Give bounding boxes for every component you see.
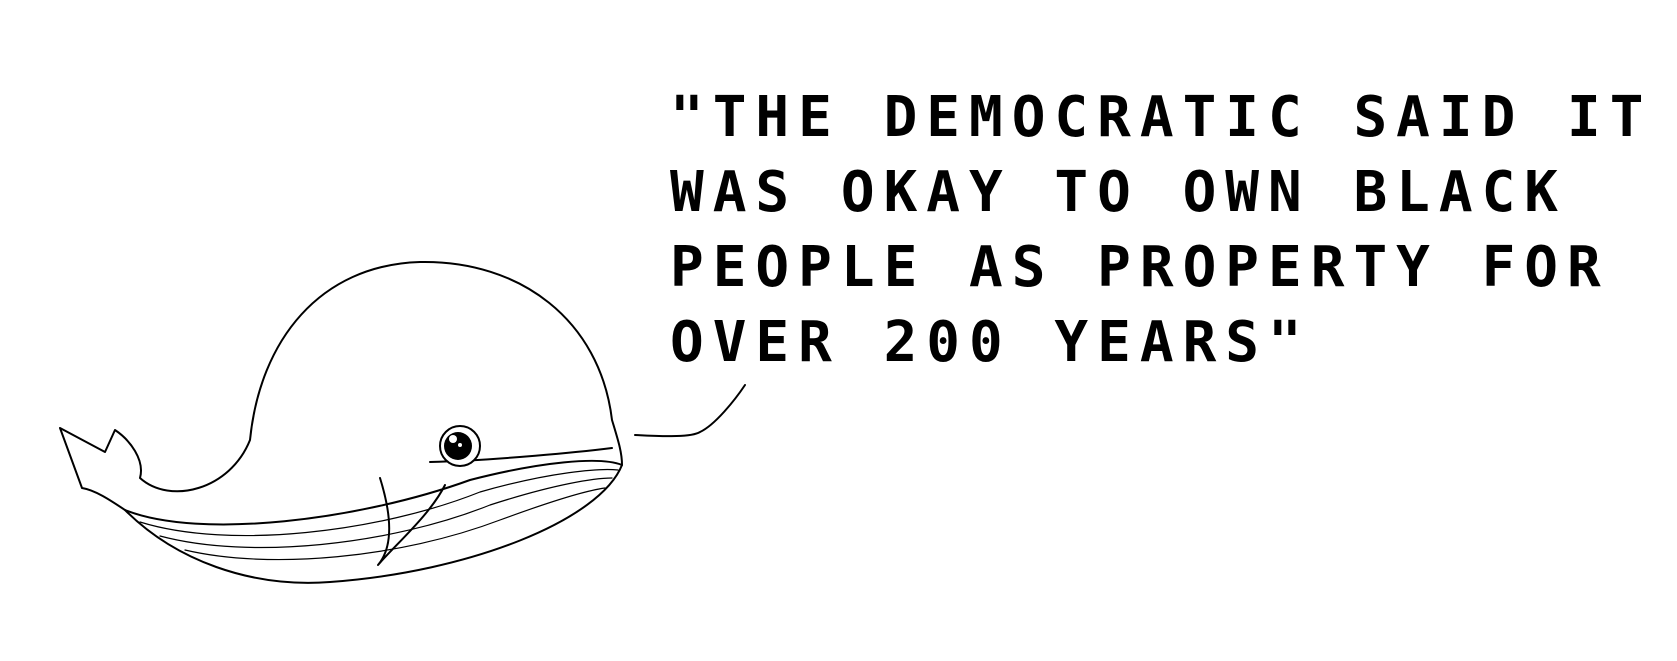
whale-belly-groove [184,487,606,561]
whale-belly-outline [124,459,623,526]
quote-line-2: WAS OKAY TO OWN BLACK [670,160,1568,225]
whale-belly-groove [139,468,619,537]
whale-flipper [377,477,446,566]
quote-line-1: "THE DEMOCRATIC SAID IT [670,85,1653,150]
quote-line-4: OVER 200 YEARS" [670,310,1311,375]
quote-line-3: PEOPLE AS PROPERTY FOR [670,235,1610,300]
whale-eye [439,425,481,467]
quote-text: "THE DEMOCRATIC SAID IT WAS OKAY TO OWN … [670,80,1650,380]
whale-body-outline [59,260,623,584]
speech-tail [634,384,746,438]
whale-belly-groove [159,477,613,549]
